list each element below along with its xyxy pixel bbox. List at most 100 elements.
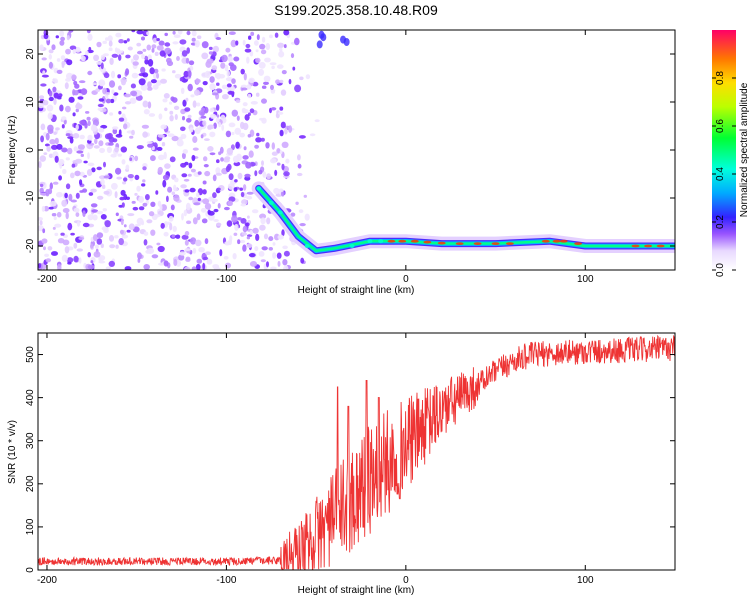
noise-speckle <box>58 93 63 98</box>
noise-speckle <box>110 153 117 158</box>
noise-speckle <box>60 232 65 236</box>
noise-speckle <box>93 251 101 258</box>
noise-speckle <box>70 172 75 179</box>
noise-speckle <box>39 183 44 188</box>
noise-speckle <box>66 257 74 263</box>
noise-speckle <box>192 247 197 254</box>
noise-speckle <box>188 196 194 201</box>
noise-speckle <box>38 103 44 109</box>
noise-speckle <box>260 217 266 225</box>
noise-speckle <box>141 124 149 129</box>
noise-speckle <box>111 89 115 95</box>
noise-speckle <box>192 147 199 151</box>
noise-speckle <box>200 134 204 139</box>
noise-speckle <box>245 43 251 49</box>
noise-speckle <box>125 164 130 171</box>
noise-speckle <box>207 210 215 216</box>
noise-speckle <box>224 241 231 246</box>
noise-speckle <box>66 35 70 41</box>
noise-speckle <box>261 246 268 251</box>
noise-speckle <box>230 39 237 48</box>
noise-speckle <box>79 134 85 140</box>
noise-speckle <box>61 116 67 121</box>
noise-speckle <box>129 135 134 139</box>
noise-speckle <box>103 161 106 168</box>
noise-speckle <box>195 239 202 247</box>
noise-speckle <box>249 108 255 114</box>
noise-speckle <box>183 178 190 182</box>
noise-speckle <box>43 152 48 156</box>
noise-speckle <box>106 132 113 140</box>
noise-speckle <box>223 255 229 260</box>
noise-speckle <box>242 225 248 233</box>
noise-speckle <box>125 68 130 76</box>
noise-speckle <box>246 195 253 200</box>
noise-speckle <box>216 159 220 164</box>
noise-speckle <box>113 92 119 96</box>
noise-speckle <box>215 37 222 40</box>
noise-speckle <box>193 202 201 206</box>
noise-speckle <box>244 222 250 227</box>
noise-speckle <box>123 40 128 44</box>
noise-speckle <box>169 156 176 163</box>
noise-speckle <box>270 158 277 164</box>
noise-speckle <box>200 107 205 112</box>
noise-speckle <box>100 178 105 186</box>
x-tick-label: -200 <box>37 274 57 285</box>
noise-speckle <box>55 127 60 131</box>
noise-speckle <box>178 254 185 261</box>
noise-speckle <box>157 134 165 138</box>
noise-speckle <box>90 243 94 249</box>
noise-speckle <box>79 120 86 125</box>
noise-speckle <box>169 222 173 231</box>
y-tick-label: 0 <box>25 147 36 153</box>
noise-speckle <box>51 251 58 256</box>
noise-speckle <box>42 70 46 76</box>
noise-speckle <box>96 166 102 171</box>
noise-speckle <box>153 72 157 80</box>
noise-speckle <box>297 154 301 161</box>
colorbar-tick-label: 0.8 <box>715 71 726 85</box>
noise-speckle <box>53 216 57 221</box>
noise-speckle <box>53 131 57 135</box>
snr-frame <box>37 332 676 571</box>
noise-speckle <box>242 244 247 252</box>
noise-speckle <box>228 62 234 67</box>
noise-speckle <box>240 203 247 207</box>
noise-speckle <box>246 243 253 248</box>
noise-speckle <box>263 233 269 240</box>
noise-speckle <box>54 232 59 237</box>
noise-speckle <box>202 180 207 185</box>
noise-speckle <box>59 30 65 37</box>
noise-speckle <box>180 108 186 115</box>
noise-speckle <box>134 155 139 162</box>
noise-speckle <box>203 156 208 162</box>
noise-speckle <box>65 105 71 113</box>
noise-speckle <box>260 49 267 55</box>
noise-speckle <box>235 141 240 149</box>
noise-speckle <box>122 117 128 123</box>
noise-speckle <box>126 229 131 233</box>
noise-speckle <box>118 54 122 61</box>
y-tick-label: 0 <box>25 567 36 573</box>
noise-speckle <box>187 70 192 78</box>
noise-speckle <box>303 194 307 198</box>
noise-speckle <box>96 210 104 215</box>
noise-speckle <box>115 244 119 249</box>
noise-speckle <box>261 36 266 43</box>
noise-speckle <box>175 234 181 239</box>
noise-speckle <box>249 229 253 235</box>
noise-speckle <box>264 57 271 63</box>
noise-speckle <box>277 234 284 240</box>
noise-speckle <box>183 266 191 270</box>
noise-speckle <box>95 88 101 93</box>
noise-speckle <box>74 46 81 53</box>
noise-speckle <box>71 163 76 168</box>
noise-speckle <box>164 107 168 112</box>
noise-speckle <box>231 215 238 223</box>
noise-speckle <box>237 217 242 221</box>
noise-speckle <box>282 245 288 250</box>
noise-speckle <box>220 114 226 121</box>
noise-speckle <box>105 98 111 104</box>
noise-speckle <box>142 72 149 78</box>
